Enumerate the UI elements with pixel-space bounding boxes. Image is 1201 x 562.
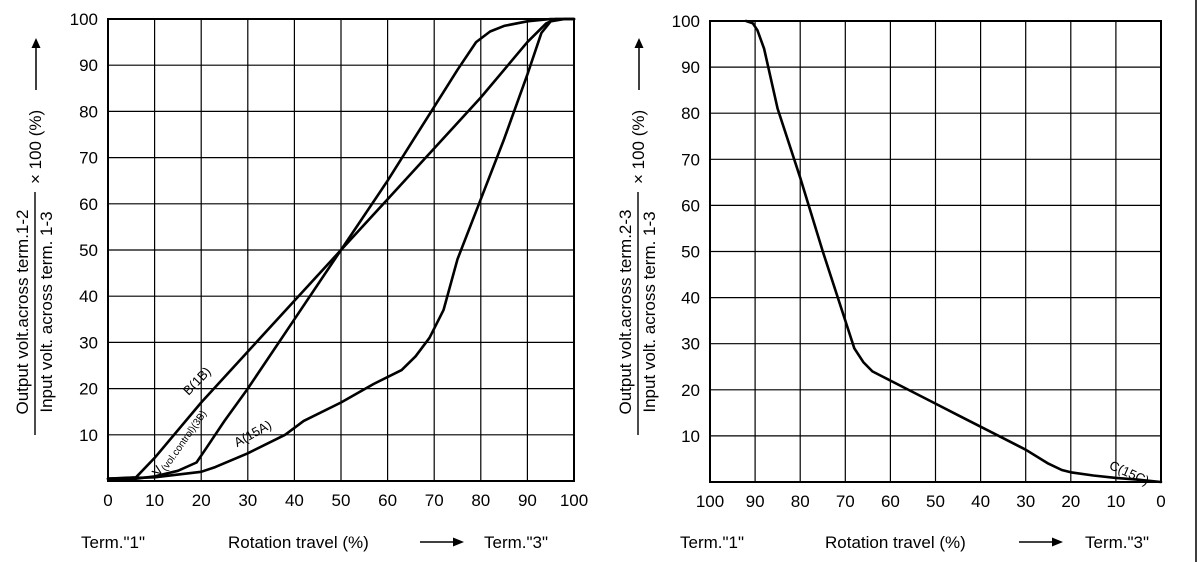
x-tick-label: 30 [1016, 492, 1035, 511]
y-axis-label-numerator: Output volt.across term.2-3 [616, 209, 635, 414]
x-tick-label: 20 [1061, 492, 1080, 511]
y-tick-label: 20 [79, 380, 98, 399]
y-axis-label: Output volt.across term.2-3 Input volt. a… [616, 38, 659, 435]
series-label-sub: (vol.control)(3B) [159, 409, 209, 474]
x-tick-label: 50 [926, 492, 945, 511]
series-line-v-vol-control-3b [106, 17, 576, 481]
y-axis-label: Output volt.across term.1-2 Input volt. a… [13, 38, 56, 435]
x-axis-label: Rotation travel (%) [228, 533, 369, 552]
x-tick-label: 80 [791, 492, 810, 511]
y-tick-label: 60 [79, 195, 98, 214]
series-line-b-1b [106, 17, 576, 481]
y-tick-label: 90 [79, 56, 98, 75]
series-label-main: C(15C) [1107, 458, 1151, 489]
y-axis-label-multiplier: × 100 (%) [26, 110, 45, 184]
x-tick-label: 10 [145, 491, 164, 510]
x-tick-label: 70 [836, 492, 855, 511]
y-tick-label: 70 [681, 150, 700, 169]
x-tick-label: 30 [238, 491, 257, 510]
x-axis-label: Rotation travel (%) [825, 533, 966, 552]
term-1-label: Term."1" [81, 533, 145, 552]
y-tick-label: 100 [672, 12, 700, 31]
x-tick-label: 0 [103, 491, 112, 510]
y-tick-label: 30 [681, 335, 700, 354]
y-tick-label: 50 [681, 243, 700, 262]
y-tick-label: 40 [681, 289, 700, 308]
y-axis-label-denominator: Input volt. across term. 1-3 [640, 211, 659, 412]
x-tick-label: 80 [471, 491, 490, 510]
series-line-c-15c [744, 19, 1163, 484]
y-axis-label-multiplier: × 100 (%) [629, 110, 648, 184]
series-line-a-15a [106, 17, 576, 481]
term-3-label: Term."3" [1085, 533, 1149, 552]
chart-2: 100 90 80 70 60 50 40 30 20 10 0102030405060708090… [616, 12, 1166, 552]
y-axis-label-denominator: Input volt. across term. 1-3 [37, 211, 56, 412]
x-tick-label: 60 [881, 492, 900, 511]
y-tick-label: 80 [79, 102, 98, 121]
grid [710, 21, 1161, 482]
term-3-label: Term."3" [484, 533, 548, 552]
x-tick-label: 10 [1106, 492, 1125, 511]
x-tick-label: 100 [696, 492, 724, 511]
y-axis-label-numerator: Output volt.across term.1-2 [13, 209, 32, 414]
x-axis-arrowhead-icon [453, 537, 464, 547]
y-axis-arrowhead-icon [31, 38, 41, 48]
plot-frame [709, 20, 1162, 483]
y-tick-label: 10 [681, 427, 700, 446]
x-tick-label: 40 [971, 492, 990, 511]
x-axis-arrowhead-icon [1052, 537, 1063, 547]
y-axis-arrowhead-icon [634, 38, 644, 48]
y-tick-label: 50 [79, 241, 98, 260]
y-tick-label: 10 [79, 426, 98, 445]
series-label: C(15C) [1107, 458, 1151, 489]
x-tick-label: 100 [560, 491, 588, 510]
x-tick-label: 60 [378, 491, 397, 510]
x-tick-label: 40 [285, 491, 304, 510]
y-tick-label: 80 [681, 104, 700, 123]
chart-1: 0 10 20 30 40 50 60 70 80 90 100 10 20 30 40 50 60 70 80 90… [13, 10, 588, 552]
y-tick-label: 90 [681, 58, 700, 77]
y-tick-label: 100 [70, 10, 98, 29]
x-tick-label: 50 [332, 491, 351, 510]
term-1-label: Term."1" [680, 533, 744, 552]
plot-frame [107, 18, 575, 482]
x-tick-label: 90 [746, 492, 765, 511]
y-tick-label: 20 [681, 381, 700, 400]
y-tick-label: 30 [79, 333, 98, 352]
y-tick-label: 70 [79, 149, 98, 168]
x-tick-label: 20 [192, 491, 211, 510]
x-tick-label: 90 [518, 491, 537, 510]
y-tick-label: 40 [79, 287, 98, 306]
y-tick-label: 60 [681, 196, 700, 215]
x-tick-label: 70 [425, 491, 444, 510]
x-tick-label: 0 [1156, 492, 1165, 511]
